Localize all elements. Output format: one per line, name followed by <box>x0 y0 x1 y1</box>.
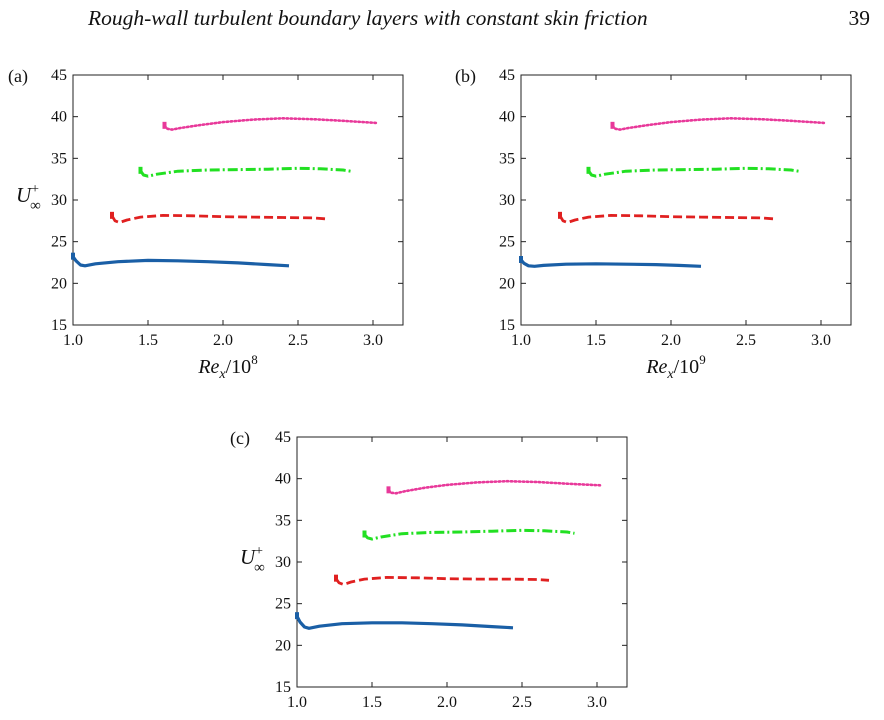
series-line-dashdot <box>587 166 799 178</box>
series-line-dotted <box>611 117 826 131</box>
series-start-marker <box>386 486 391 494</box>
x-tick-label: 2.0 <box>213 332 233 349</box>
y-tick-label: 35 <box>275 512 291 529</box>
y-tick-label: 15 <box>51 317 67 334</box>
x-tick-label: 1.5 <box>362 694 382 711</box>
series-start-marker <box>362 530 367 538</box>
y-tick-label: 20 <box>275 637 291 654</box>
series-line-solid <box>295 615 514 630</box>
series-start-marker <box>334 574 338 582</box>
x-tick-label: 3.0 <box>363 332 383 349</box>
panel-label: (a) <box>8 66 28 87</box>
x-tick-label: 1.0 <box>63 332 83 349</box>
x-tick-label: 2.0 <box>437 694 457 711</box>
series-line-dotted <box>387 479 602 495</box>
series-start-marker <box>295 612 299 620</box>
x-tick-label: 2.5 <box>288 332 308 349</box>
plot-frame <box>520 74 852 326</box>
series-start-marker <box>519 256 523 263</box>
series-line-dashed <box>334 576 550 586</box>
series-line-solid <box>71 255 290 268</box>
y-axis-label: U+ ∞ <box>240 544 265 576</box>
y-tick-label: 40 <box>51 109 67 126</box>
chart-panel-b: 1.0 1.5 2.0 2.5 3.0 15 20 25 30 35 40 45 (b) Rex/109 <box>455 66 852 382</box>
y-tick-label: 30 <box>275 554 291 571</box>
y-tick-label: 30 <box>499 192 515 209</box>
y-tick-label: 45 <box>499 67 515 84</box>
plot-frame <box>72 74 404 326</box>
panel-label: (c) <box>230 428 250 449</box>
plot-frame <box>296 436 628 688</box>
series-start-marker <box>138 166 143 174</box>
y-tick-label: 45 <box>51 67 67 84</box>
series-line-dashdot <box>139 166 351 178</box>
y-tick-label: 30 <box>51 192 67 209</box>
y-tick-label: 35 <box>51 150 67 167</box>
series-line-solid <box>519 258 702 268</box>
y-tick-label: 20 <box>499 275 515 292</box>
page-number: 39 <box>848 6 871 30</box>
y-tick-label: 35 <box>499 150 515 167</box>
series-start-marker <box>610 121 615 129</box>
y-tick-label: 15 <box>275 679 291 696</box>
x-tick-label: 3.0 <box>811 332 831 349</box>
series-start-marker <box>558 211 562 219</box>
y-tick-label: 45 <box>275 429 291 446</box>
series-start-marker <box>162 121 167 129</box>
x-tick-label: 3.0 <box>587 694 607 711</box>
series-line-dashed <box>110 213 326 224</box>
x-tick-label: 1.5 <box>586 332 606 349</box>
x-tick-label: 1.5 <box>138 332 158 349</box>
x-tick-label: 1.0 <box>511 332 531 349</box>
y-tick-label: 20 <box>51 275 67 292</box>
chart-panel-a: 1.0 1.5 2.0 2.5 3.0 15 20 25 30 35 40 45 (a) Rex/108 U… <box>8 66 404 382</box>
x-tick-label: 2.5 <box>736 332 756 349</box>
running-header-title: Rough-wall turbulent boundary layers wit… <box>88 6 648 30</box>
x-tick-label: 2.5 <box>512 694 532 711</box>
y-tick-label: 25 <box>51 234 67 251</box>
chart-panel-c: 1.0 1.5 2.0 2.5 3.0 15 20 25 30 35 40 45 (c) U+ ∞ <box>230 428 628 711</box>
series-line-dashed <box>558 213 774 224</box>
y-tick-label: 25 <box>275 596 291 613</box>
x-tick-label: 2.0 <box>661 332 681 349</box>
series-start-marker <box>71 252 75 260</box>
x-axis-label: Rex/109 <box>645 352 705 382</box>
y-tick-label: 25 <box>499 234 515 251</box>
y-axis-label: U+ ∞ <box>16 182 41 214</box>
series-start-marker <box>586 166 591 174</box>
y-tick-label: 40 <box>275 471 291 488</box>
panel-label: (b) <box>455 66 476 87</box>
series-line-dotted <box>163 117 378 131</box>
x-axis-label: Rex/108 <box>197 352 257 382</box>
y-tick-label: 15 <box>499 317 515 334</box>
x-tick-label: 1.0 <box>287 694 307 711</box>
series-start-marker <box>110 211 114 219</box>
y-tick-label: 40 <box>499 109 515 126</box>
series-line-dashdot <box>363 528 575 541</box>
